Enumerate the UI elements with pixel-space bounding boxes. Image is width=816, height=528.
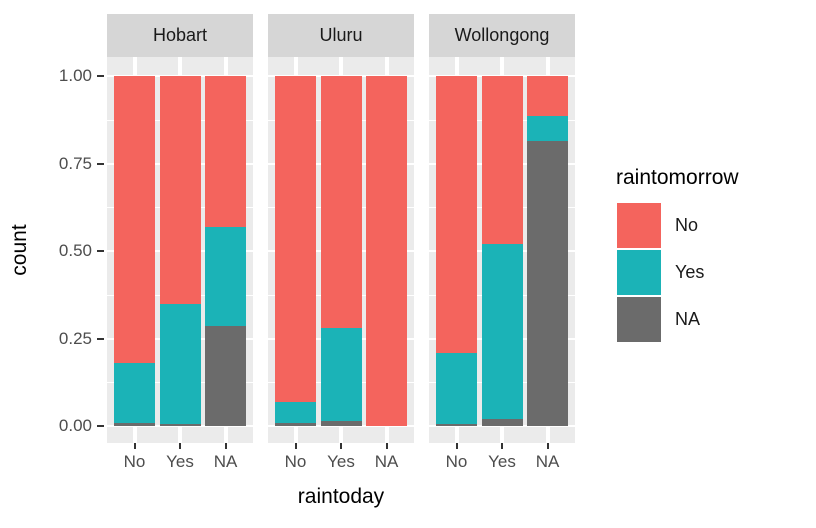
x-tick-mark xyxy=(294,443,297,449)
bar-segment-no xyxy=(436,76,477,353)
legend-swatch-na xyxy=(617,297,661,342)
bar-uluru-yes xyxy=(320,76,362,426)
x-tick-mark xyxy=(546,443,549,449)
y-tick-label: 0.00 xyxy=(58,416,92,435)
facet-strip-label: Hobart xyxy=(152,25,208,45)
x-tick-label-no: No xyxy=(123,452,146,471)
bar-uluru-no xyxy=(275,76,316,426)
bar-segment-yes xyxy=(527,116,568,141)
bar-segment-no xyxy=(366,76,407,426)
x-tick-mark xyxy=(340,443,342,449)
x-tick-label-yes: Yes xyxy=(488,452,516,471)
legend-swatch-no xyxy=(617,203,661,248)
bar-segment-yes xyxy=(205,226,246,327)
bar-wollongong-yes xyxy=(481,76,523,426)
legend-swatch-yes xyxy=(617,250,661,295)
gridline-major xyxy=(429,425,575,427)
x-tick-label-yes: Yes xyxy=(166,452,194,471)
bar-hobart-na xyxy=(205,76,246,426)
bar-segment-yes xyxy=(159,303,201,425)
x-tick-mark xyxy=(455,443,458,449)
bar-segment-no xyxy=(320,76,362,328)
x-tick-mark xyxy=(385,443,388,449)
legend-label-no: No xyxy=(675,215,699,235)
x-tick-mark xyxy=(224,443,227,449)
bar-segment-no xyxy=(481,76,523,244)
bar-segment-yes xyxy=(114,363,155,423)
bar-segment-yes xyxy=(436,352,477,425)
facet-strip-wollongong: Wollongong xyxy=(429,14,575,57)
bar-segment-yes xyxy=(320,328,362,421)
gridline-major xyxy=(107,425,253,427)
y-tick-label: 0.50 xyxy=(58,241,92,260)
bar-segment-no xyxy=(114,76,155,363)
bar-wollongong-na xyxy=(527,76,568,426)
facet-strip-label: Uluru xyxy=(319,25,363,45)
x-tick-label-na: NA xyxy=(374,452,399,471)
bar-segment-no xyxy=(205,76,246,227)
gridline-major xyxy=(268,425,414,427)
y-tick-mark xyxy=(97,75,104,77)
bar-segment-no xyxy=(159,76,201,304)
x-tick-label-na: NA xyxy=(535,452,560,471)
y-tick-mark xyxy=(97,250,104,252)
facet-panel-uluru xyxy=(268,57,414,443)
facet-strip-hobart: Hobart xyxy=(107,14,253,57)
x-tick-label-yes: Yes xyxy=(327,452,355,471)
bar-segment-yes xyxy=(275,401,316,423)
legend-label-yes: Yes xyxy=(675,262,705,282)
bar-segment-na xyxy=(481,419,523,426)
bar-segment-na xyxy=(159,424,201,426)
y-axis-title: count xyxy=(8,224,31,276)
bar-segment-na xyxy=(527,140,568,426)
y-tick-mark xyxy=(97,337,104,340)
x-tick-mark xyxy=(179,443,181,449)
x-tick-label-no: No xyxy=(445,452,468,471)
bar-segment-no xyxy=(527,76,568,117)
y-tick-label: 1.00 xyxy=(58,66,92,85)
bar-segment-na xyxy=(320,420,362,426)
y-tick-label: 0.25 xyxy=(58,328,92,348)
bar-hobart-no xyxy=(114,76,155,426)
bar-uluru-na xyxy=(366,76,407,426)
legend-label-na: NA xyxy=(675,309,701,329)
x-tick-label-na: NA xyxy=(213,452,238,471)
bar-wollongong-no xyxy=(436,76,477,426)
y-tick-mark xyxy=(97,162,104,165)
x-tick-label-no: No xyxy=(284,452,307,471)
facet-strip-uluru: Uluru xyxy=(268,14,414,57)
bar-segment-yes xyxy=(481,244,523,419)
bar-segment-na xyxy=(205,326,246,426)
bar-segment-no xyxy=(275,76,316,402)
bar-segment-na xyxy=(114,422,155,426)
facet-strip-label: Wollongong xyxy=(454,25,550,45)
facet-panel-wollongong xyxy=(429,57,575,443)
y-tick-label: 0.75 xyxy=(58,153,92,173)
bar-hobart-yes xyxy=(159,76,201,426)
facet-panel-hobart xyxy=(107,57,253,443)
x-tick-mark xyxy=(501,443,503,449)
bar-segment-na xyxy=(436,424,477,426)
x-axis-title: raintoday xyxy=(297,485,385,508)
bar-segment-na xyxy=(275,422,316,426)
x-tick-mark xyxy=(133,443,136,449)
legend-title: raintomorrow xyxy=(616,166,739,189)
y-tick-mark xyxy=(97,425,104,427)
